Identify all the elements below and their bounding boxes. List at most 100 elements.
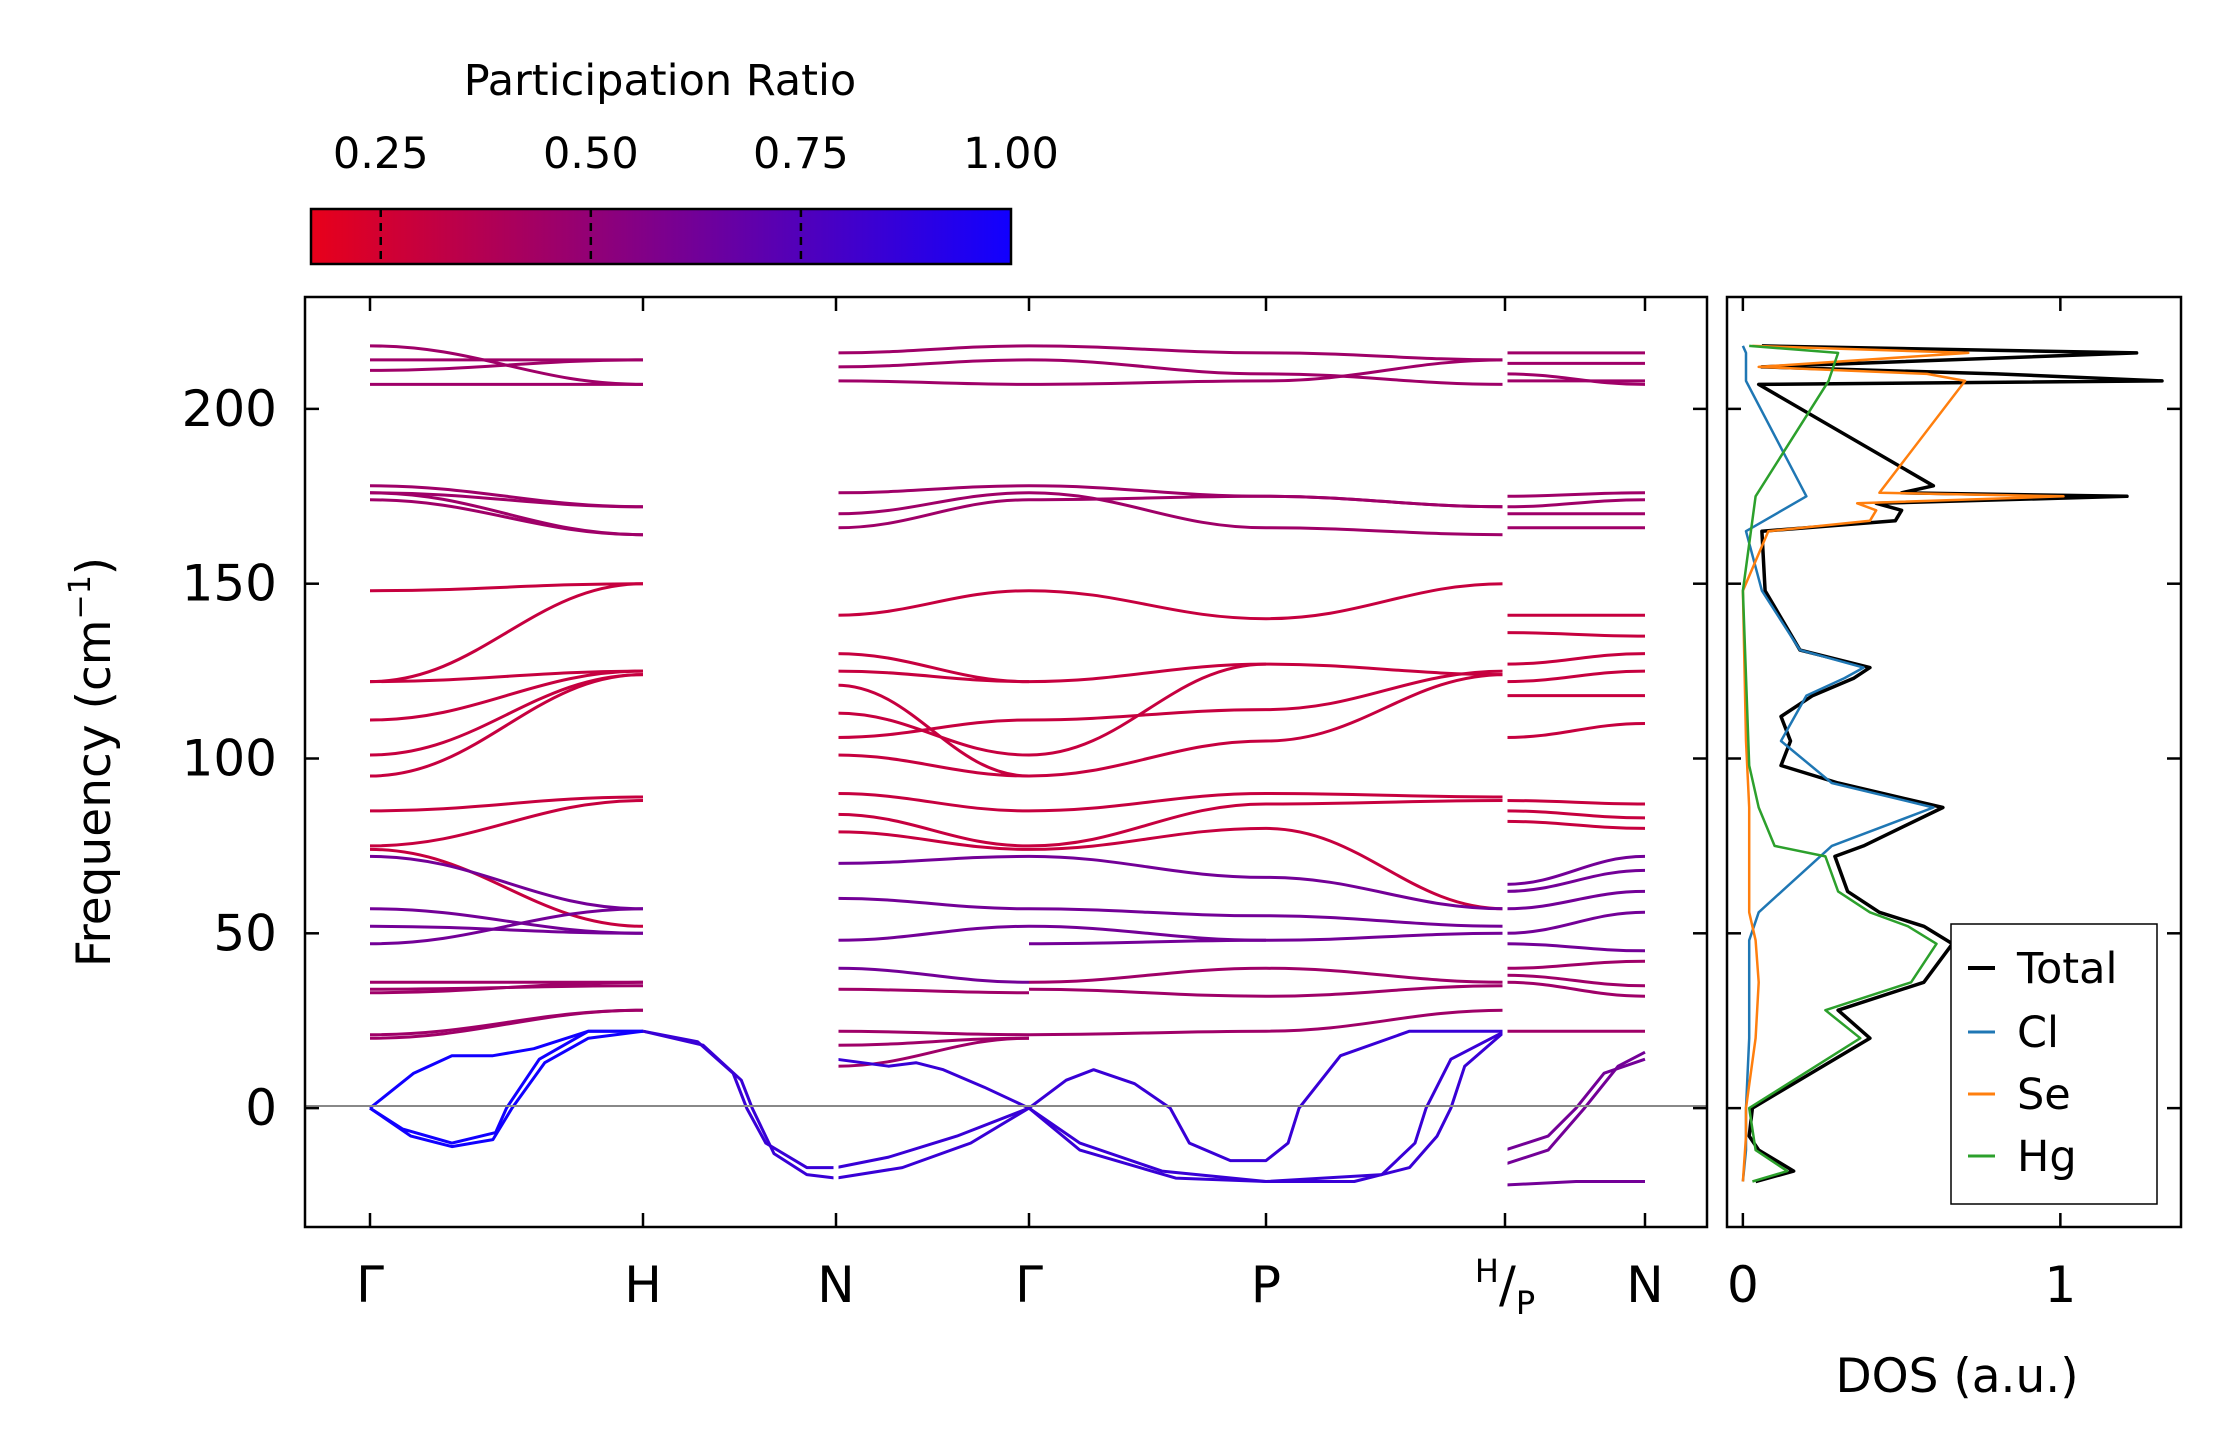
band-line [1028,739,1267,778]
band-line [369,795,644,813]
acoustic-band-line [1504,1180,1645,1187]
band-line [369,582,644,684]
band-line [1504,498,1646,509]
band-line [1265,931,1506,942]
acoustic-band-line [835,1106,1030,1170]
band-line [1028,802,1267,848]
band-line [1028,907,1267,918]
band-line [835,1029,1030,1037]
band-line [835,854,1030,865]
band-line [1265,358,1506,383]
band-line [1265,792,1506,799]
band-line [1028,589,1267,621]
band-line [1504,980,1646,998]
colorbar-tick-label: 0.50 [543,129,639,179]
band-line [1265,673,1506,743]
band-line [1028,854,1267,879]
band-line [1028,792,1267,813]
legend-label-hg: Hg [2017,1132,2077,1182]
colorbar-tick-label: 0.25 [333,129,429,179]
x-axis-label-dos: DOS (a.u.) [1835,1349,2078,1404]
kpoint-label-p: P [1251,1256,1281,1314]
band-line [369,980,644,995]
band-line [835,718,1030,739]
acoustic-band-line [1028,1029,1505,1163]
band-line [1265,582,1506,621]
band-line [1504,889,1646,911]
band-line [1504,973,1646,988]
band-line [835,683,1030,778]
band-line [1504,669,1646,684]
colorbar-ticks: 0.25 0.50 0.75 1.00 [333,129,1059,264]
kpoint-label-n-2: N [1626,1256,1663,1314]
acoustic-band-line [1504,1050,1646,1166]
band-line [835,711,1030,757]
band-line [1504,868,1646,893]
band-line [1028,662,1267,757]
band-line [835,344,1030,355]
kpoint-label-h-over-p: H/P [1475,1252,1535,1322]
band-line [1028,662,1267,684]
dos-x-tick-label: 0 [1727,1256,1759,1314]
acoustic-band-line [369,1029,644,1149]
band-line [1265,372,1506,386]
dos-line-hg [1741,344,1938,1183]
band-line [1504,809,1646,820]
legend-label-total: Total [2016,944,2117,994]
band-line [1265,494,1506,509]
band-line [369,907,644,946]
band-line [369,491,644,509]
y-tick-label: 0 [245,1079,277,1137]
dos-line-se [1741,344,2065,1182]
band-line [1504,491,1646,498]
band-line [835,589,1030,617]
band-line [1028,987,1267,998]
colorbar-tick-label: 0.75 [753,129,849,179]
band-line [1265,966,1506,984]
band-line [369,669,644,722]
kpoint-label-gamma-1: Γ [356,1256,384,1314]
band-line [835,812,1030,848]
band-line [369,854,644,911]
band-line [835,379,1030,386]
band-line [369,847,644,928]
acoustic-band-line [369,1029,643,1110]
colorbar-label: Participation Ratio [464,56,857,106]
band-line [835,491,1030,516]
band-line [1504,910,1646,935]
band-line [369,924,644,935]
band-line [835,669,1030,684]
y-axis-label: Frequency (cm−1) [63,557,122,967]
dos-line-total [1747,344,2164,1184]
band-line [1265,526,1506,537]
acoustic-band-line [835,1057,1030,1110]
band-line [369,673,644,757]
dos-line-cl [1741,345,1935,1182]
band-line [1504,631,1646,638]
band-line [835,1036,1030,1068]
band-line [835,358,1030,369]
legend-label-cl: Cl [2017,1008,2059,1058]
band-line [1504,854,1646,886]
band-line [1028,494,1267,502]
y-tick-label: 50 [213,904,277,962]
band-line [1028,379,1267,386]
y-tick-label: 150 [182,555,277,613]
y-tick-label: 100 [182,730,277,788]
colorbar-tick-label: 1.00 [963,129,1059,179]
kpoint-label-n-1: N [817,1256,854,1314]
band-line [1265,1008,1506,1033]
band-line [1504,799,1646,806]
band-line [1265,799,1506,806]
band-line [1504,722,1646,739]
dos-lines [1741,344,2164,1184]
band-line [1265,984,1506,998]
colorbar [309,207,1013,266]
acoustic-band-line [642,1029,836,1170]
band-line [369,673,644,778]
band-line [1265,669,1506,712]
band-line [369,358,644,372]
band-line [1265,351,1506,362]
